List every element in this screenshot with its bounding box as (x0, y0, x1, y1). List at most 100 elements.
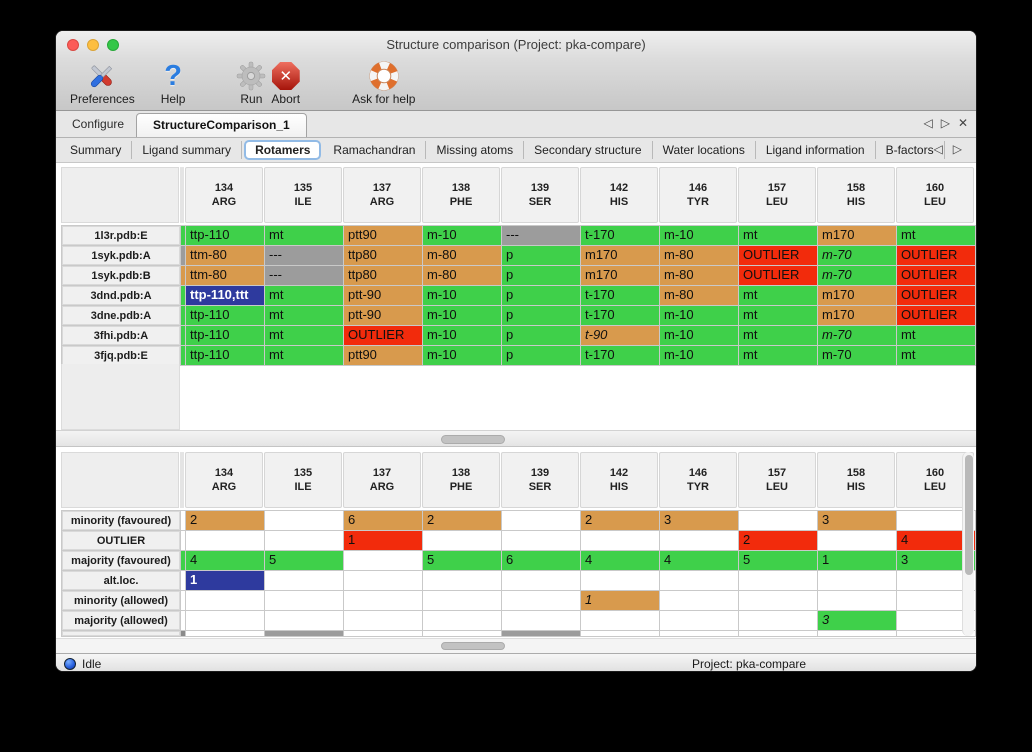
summary-cell-137[interactable]: 1 (344, 531, 422, 550)
summary-cell-157[interactable]: 5 (739, 551, 817, 570)
rotamer-cell-146[interactable]: m-10 (660, 306, 738, 325)
subtab-missing-atoms[interactable]: Missing atoms (426, 141, 525, 159)
rotamer-cell-139[interactable]: p (502, 246, 580, 265)
rotamer-cell-142[interactable]: m170 (581, 266, 659, 285)
rotamer-cell-138[interactable]: m-10 (423, 326, 501, 345)
ask-for-help-button[interactable]: Ask for help (352, 59, 415, 106)
subtab-summary[interactable]: Summary (60, 141, 133, 159)
rotamer-cell-135[interactable]: mt (265, 226, 343, 245)
rotamer-cell-139[interactable]: p (502, 286, 580, 305)
rotamer-cell-142[interactable]: t-170 (581, 226, 659, 245)
summary-cell-146[interactable] (660, 531, 738, 550)
summary-cell-134[interactable]: 2 (186, 511, 264, 530)
tab-configure[interactable]: Configure (72, 117, 125, 131)
summary-cell-160[interactable] (897, 571, 975, 590)
summary-cell-135[interactable] (265, 591, 343, 610)
rotamer-cell-146[interactable]: m-10 (660, 326, 738, 345)
splitter-handle-icon[interactable] (441, 435, 505, 444)
pane-splitter[interactable] (56, 430, 976, 447)
rotamer-cell-142[interactable]: t-170 (581, 286, 659, 305)
rotamer-cell-146[interactable]: m-10 (660, 346, 738, 365)
summary-cell-138[interactable] (423, 611, 501, 630)
tab-scroll-right-icon[interactable]: ▷ (940, 116, 950, 130)
rotamer-cell-142[interactable]: t-170 (581, 346, 659, 365)
summary-cell-146[interactable]: 4 (660, 551, 738, 570)
summary-cell-146[interactable] (660, 611, 738, 630)
rotamer-cell-160[interactable]: mt (897, 346, 975, 365)
summary-cell-158[interactable]: 1 (818, 551, 896, 570)
rotamer-cell-138[interactable]: m-80 (423, 246, 501, 265)
run-button[interactable]: Run (235, 59, 267, 106)
rotamer-cell-157[interactable]: OUTLIER (739, 266, 817, 285)
subtab-water-locations[interactable]: Water locations (653, 141, 756, 159)
rotamer-cell-138[interactable]: m-10 (423, 226, 501, 245)
summary-cell-135[interactable]: 5 (265, 551, 343, 570)
rotamer-cell-137[interactable]: ptt-90 (344, 286, 422, 305)
rotamer-cell-135[interactable]: mt (265, 286, 343, 305)
summary-cell-158[interactable] (818, 571, 896, 590)
rotamer-cell-135[interactable]: mt (265, 346, 343, 365)
tab-structurecomparison-1[interactable]: StructureComparison_1 (136, 113, 307, 137)
rotamer-cell-158[interactable]: m-70 (818, 246, 896, 265)
summary-cell-138[interactable] (423, 571, 501, 590)
rotamer-cell-158[interactable]: m170 (818, 306, 896, 325)
minimize-button[interactable] (87, 39, 99, 51)
vertical-scrollbar-thumb[interactable] (965, 455, 973, 575)
subtab-b-factors[interactable]: B-factors (876, 141, 945, 159)
rotamer-cell-139[interactable]: p (502, 326, 580, 345)
rotamer-cell-142[interactable]: t-90 (581, 326, 659, 345)
summary-cell-138[interactable]: 2 (423, 511, 501, 530)
summary-cell-157[interactable]: 2 (739, 531, 817, 550)
summary-cell-134[interactable] (186, 531, 264, 550)
rotamer-cell-138[interactable]: m-10 (423, 346, 501, 365)
summary-cell-146[interactable] (660, 571, 738, 590)
summary-cell-139[interactable] (502, 571, 580, 590)
summary-cell-134[interactable] (186, 611, 264, 630)
summary-cell-158[interactable]: 3 (818, 511, 896, 530)
rotamer-cell-134[interactable]: ttp-110 (186, 306, 264, 325)
summary-cell-157[interactable] (739, 571, 817, 590)
rotamer-cell-138[interactable]: m-10 (423, 286, 501, 305)
rotamer-cell-134[interactable]: ttm-80 (186, 246, 264, 265)
summary-cell-142[interactable]: 2 (581, 511, 659, 530)
rotamer-cell-157[interactable]: mt (739, 346, 817, 365)
summary-cell-142[interactable]: 4 (581, 551, 659, 570)
tab-close-icon[interactable]: ✕ (957, 116, 968, 130)
summary-cell-160[interactable]: 4 (897, 531, 975, 550)
summary-cell-139[interactable] (502, 591, 580, 610)
summary-cell-138[interactable] (423, 591, 501, 610)
rotamer-cell-158[interactable]: m-70 (818, 266, 896, 285)
rotamer-cell-158[interactable]: m-70 (818, 346, 896, 365)
summary-cell-135[interactable] (265, 531, 343, 550)
rotamer-cell-142[interactable]: t-170 (581, 306, 659, 325)
help-button[interactable]: ? Help (161, 59, 186, 106)
rotamer-cell-146[interactable]: m-80 (660, 266, 738, 285)
summary-cell-137[interactable] (344, 571, 422, 590)
rotamer-cell-157[interactable]: mt (739, 326, 817, 345)
rotamer-cell-138[interactable]: m-80 (423, 266, 501, 285)
summary-cell-142[interactable] (581, 611, 659, 630)
summary-cell-139[interactable]: 6 (502, 551, 580, 570)
summary-cell-139[interactable] (502, 531, 580, 550)
summary-cell-135[interactable] (265, 511, 343, 530)
rotamer-cell-135[interactable]: --- (265, 246, 343, 265)
rotamer-cell-157[interactable]: OUTLIER (739, 246, 817, 265)
rotamer-cell-160[interactable]: mt (897, 326, 975, 345)
rotamer-cell-137[interactable]: ptt-90 (344, 306, 422, 325)
rotamer-cell-160[interactable]: OUTLIER (897, 286, 975, 305)
summary-cell-138[interactable]: 5 (423, 551, 501, 570)
rotamer-cell-139[interactable]: p (502, 346, 580, 365)
summary-cell-142[interactable]: 1 (581, 591, 659, 610)
summary-cell-137[interactable]: 6 (344, 511, 422, 530)
rotamer-cell-134[interactable]: ttp-110 (186, 326, 264, 345)
horizontal-scrollbar-thumb[interactable] (441, 642, 505, 650)
rotamer-cell-157[interactable]: mt (739, 286, 817, 305)
rotamer-cell-137[interactable]: ptt90 (344, 346, 422, 365)
abort-button[interactable]: ✕ Abort (271, 59, 300, 106)
rotamer-cell-160[interactable]: OUTLIER (897, 306, 975, 325)
summary-cell-157[interactable] (739, 611, 817, 630)
rotamer-cell-158[interactable]: m170 (818, 286, 896, 305)
subtab-ligand-summary[interactable]: Ligand summary (132, 141, 243, 159)
summary-cell-146[interactable] (660, 591, 738, 610)
summary-cell-160[interactable] (897, 611, 975, 630)
